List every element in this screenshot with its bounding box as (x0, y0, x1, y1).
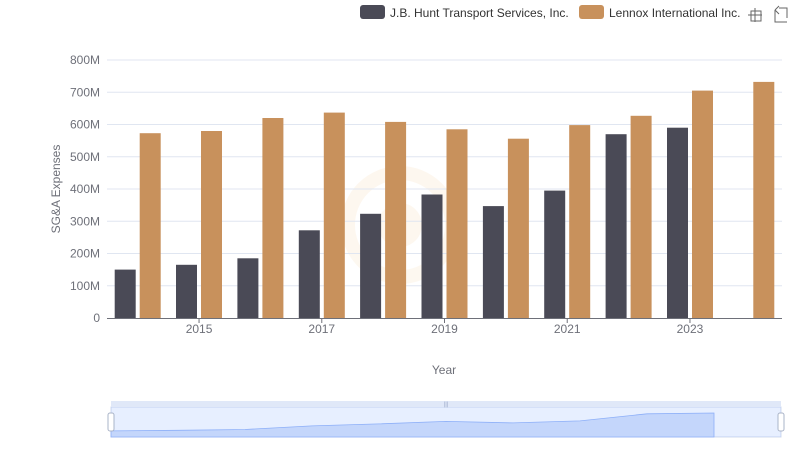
bar-series-1-2023[interactable] (692, 90, 713, 318)
bar-series-1-2015[interactable] (201, 131, 222, 318)
y-tick-label: 700M (70, 85, 100, 99)
bar-series-0-2023[interactable] (667, 127, 688, 318)
bar-series-1-2019[interactable] (446, 129, 468, 318)
x-axis: 2015 2017 2019 2021 2023 (107, 318, 782, 336)
y-tick-label: 100M (70, 279, 100, 293)
bar-series-0-2017[interactable] (298, 230, 320, 318)
legend: J.B. Hunt Transport Services, Inc. Lenno… (360, 5, 740, 20)
slider-preview-area (110, 412, 715, 438)
legend-swatch-series-1 (579, 5, 604, 19)
legend-label-series-0: J.B. Hunt Transport Services, Inc. (390, 6, 569, 20)
y-tick-label: 500M (70, 150, 100, 164)
x-tick-label: 2017 (308, 322, 335, 336)
data-zoom-slider[interactable]: ||| (107, 401, 785, 438)
x-tick-label: 2019 (431, 322, 458, 336)
bar-series-1-2022[interactable] (630, 115, 652, 318)
bar-series-0-2018[interactable] (360, 213, 382, 318)
x-axis-title: Year (432, 363, 456, 377)
zoom-icon[interactable] (748, 8, 762, 22)
bar-series-0-2022[interactable] (605, 134, 627, 318)
bars (114, 81, 775, 319)
bar-series-1-2024[interactable] (753, 81, 775, 319)
y-axis-title: SG&A Expenses (49, 145, 63, 234)
bar-series-1-2016[interactable] (262, 118, 284, 318)
bar-series-0-2019[interactable] (421, 194, 443, 319)
slider-top-bar[interactable] (111, 401, 781, 407)
x-tick-label: 2023 (677, 322, 704, 336)
slider-handle-left[interactable] (107, 412, 115, 432)
legend-item-series-0[interactable]: J.B. Hunt Transport Services, Inc. (360, 5, 569, 20)
legend-swatch-series-0 (360, 5, 385, 19)
y-tick-label: 200M (70, 247, 100, 261)
x-tick-label: 2021 (554, 322, 581, 336)
bar-series-0-2021[interactable] (544, 190, 566, 318)
y-tick-label: 400M (70, 182, 100, 196)
y-tick-label: 0 (93, 311, 100, 325)
slider-selected-window (111, 407, 781, 437)
bar-series-0-2016[interactable] (237, 258, 259, 318)
legend-item-series-1[interactable]: Lennox International Inc. (579, 5, 740, 20)
bar-series-1-2014[interactable] (139, 133, 161, 318)
bar-series-0-2020[interactable] (482, 206, 504, 318)
bar-series-0-2014[interactable] (114, 269, 136, 318)
y-tick-label: 800M (70, 53, 100, 67)
bar-series-0-2015[interactable] (176, 264, 197, 318)
slider-drag-glyph: ||| (444, 402, 449, 408)
y-tick-label: 600M (70, 118, 100, 132)
bar-series-1-2021[interactable] (569, 125, 591, 318)
x-tick-label: 2015 (186, 322, 213, 336)
bar-series-1-2018[interactable] (385, 121, 407, 319)
legend-label-series-1: Lennox International Inc. (609, 6, 740, 20)
bar-series-1-2020[interactable] (507, 138, 529, 318)
slider-handle-right[interactable] (777, 412, 785, 432)
y-tick-label: 300M (70, 214, 100, 228)
y-axis-labels: 0 100M 200M 300M 400M 500M 600M 700M 800M (70, 53, 100, 325)
zoom-reset-icon[interactable] (774, 5, 788, 23)
bar-series-1-2017[interactable] (323, 112, 345, 318)
